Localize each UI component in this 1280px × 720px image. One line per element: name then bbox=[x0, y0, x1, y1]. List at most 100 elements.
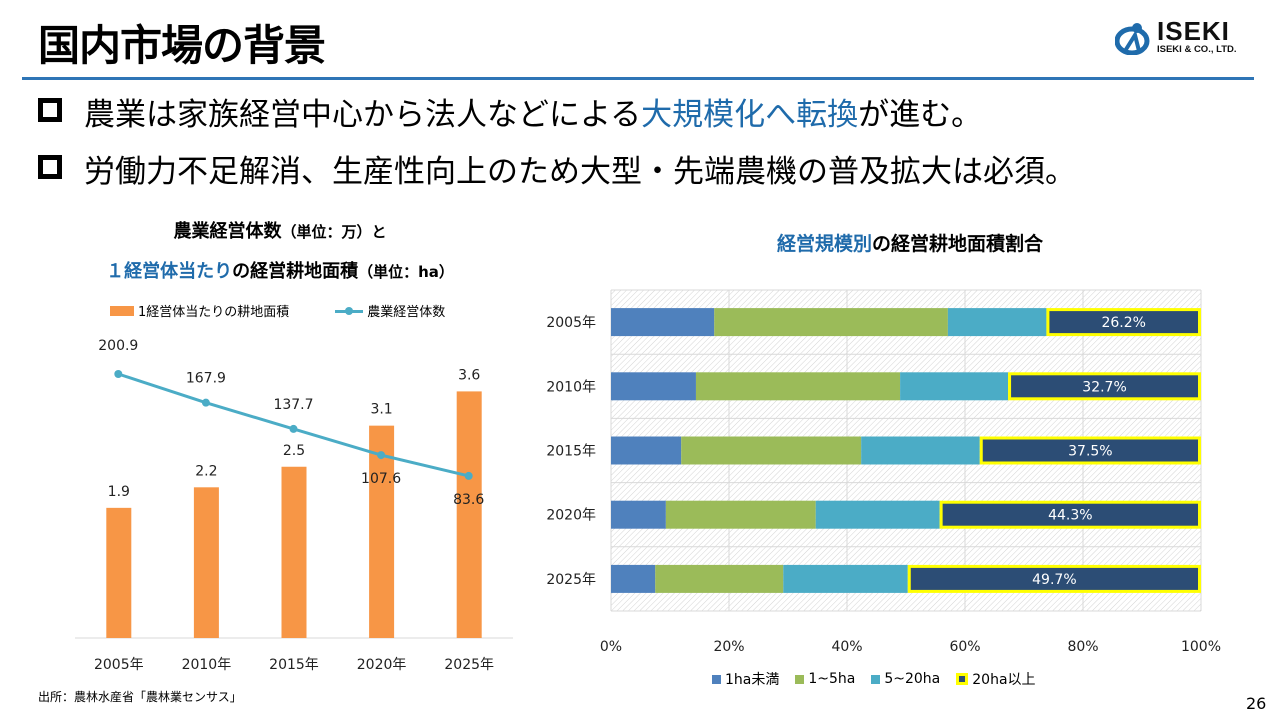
company-logo: ISEKI ISEKI & CO., LTD. bbox=[1115, 16, 1255, 58]
legend-swatch bbox=[871, 674, 881, 684]
title-highlight: １経営体当たり bbox=[106, 261, 233, 282]
bar-segment bbox=[681, 436, 862, 465]
line-point bbox=[377, 451, 386, 460]
x-tick-label: 2010年 bbox=[182, 657, 232, 673]
legend-item: 1ha未満 bbox=[712, 669, 779, 689]
title-highlight: 経営規模別 bbox=[776, 233, 872, 255]
bar-segment-20ha-plus bbox=[1008, 372, 1201, 401]
bar-segment-20ha-plus bbox=[907, 564, 1202, 593]
legend-bar-swatch bbox=[110, 305, 134, 316]
legend-item: 1~5ha bbox=[795, 671, 855, 687]
bullet-text: 労働力不足解消、生産性向上のため大型・先端農機の普及拡大は必須。 bbox=[84, 154, 1076, 190]
legend-label: 1~5ha bbox=[808, 671, 856, 687]
bullet-highlight: 大規模化へ転換 bbox=[641, 97, 859, 133]
bar-segment bbox=[714, 308, 948, 337]
bullet-item: 農業は家族経営中心から法人などによる大規模化へ転換が進む。 bbox=[38, 95, 982, 135]
line-point bbox=[464, 471, 473, 480]
square-bullet-icon bbox=[38, 155, 62, 179]
y-tick-label: 2015年 bbox=[546, 444, 596, 460]
bar-segment bbox=[611, 372, 696, 401]
legend-item: 5~20ha bbox=[871, 671, 940, 687]
title-text: の経営耕地面積 bbox=[232, 261, 359, 282]
logo-subtitle: ISEKI & CO., LTD. bbox=[1157, 44, 1237, 55]
x-tick-label: 20% bbox=[713, 639, 744, 655]
line-data-label: 167.9 bbox=[186, 371, 226, 387]
bar-data-label: 1.9 bbox=[108, 484, 130, 500]
bullet-text-end: が進む。 bbox=[858, 97, 983, 133]
right-chart-legend: 1ha未満 1~5ha 5~20ha 20ha以上 bbox=[712, 669, 1052, 689]
x-tick-label: 2015年 bbox=[269, 657, 319, 673]
bar-segment bbox=[947, 308, 1047, 337]
legend-swatch bbox=[795, 674, 805, 684]
bar-segment bbox=[611, 564, 656, 593]
x-tick-label: 2025年 bbox=[444, 657, 494, 673]
left-chart-legend: 1経営体当たりの耕地面積 農業経営体数 bbox=[110, 301, 445, 320]
left-chart-title-line2: １経営体当たりの経営耕地面積（単位：ha） bbox=[40, 257, 520, 283]
segment-data-label: 37.5% bbox=[1068, 444, 1112, 460]
segment-data-label: 49.7% bbox=[1032, 572, 1076, 588]
title-divider bbox=[22, 77, 1254, 80]
line-data-label: 83.6 bbox=[453, 492, 484, 508]
logo-name: ISEKI bbox=[1157, 16, 1230, 46]
title-unit: （単位：万）と bbox=[281, 223, 387, 241]
legend-label: 20ha以上 bbox=[972, 672, 1036, 688]
bar-segment-20ha-plus bbox=[979, 436, 1201, 465]
y-tick-label: 2025年 bbox=[546, 572, 596, 588]
segment-data-label: 26.2% bbox=[1101, 315, 1145, 331]
segment-data-label: 44.3% bbox=[1048, 508, 1092, 524]
x-tick-label: 80% bbox=[1067, 639, 1098, 655]
legend-swatch bbox=[956, 673, 969, 685]
x-tick-label: 40% bbox=[831, 639, 862, 655]
x-tick-label: 60% bbox=[949, 639, 980, 655]
bar-segment bbox=[815, 500, 940, 529]
bar bbox=[281, 466, 307, 638]
x-tick-label: 0% bbox=[600, 639, 622, 655]
bar-segment-20ha-plus bbox=[939, 500, 1201, 529]
legend-line-swatch bbox=[335, 306, 364, 316]
line-point bbox=[114, 370, 123, 378]
x-tick-label: 2020年 bbox=[357, 657, 407, 673]
bar-segment bbox=[655, 564, 784, 593]
bullet-text: 農業は家族経営中心から法人などによる bbox=[84, 97, 642, 133]
page-number: 26 bbox=[1246, 694, 1267, 713]
line-point bbox=[201, 398, 210, 407]
bar-segment bbox=[665, 500, 816, 529]
legend-label: 1ha未満 bbox=[725, 672, 780, 688]
bar-segment bbox=[611, 500, 666, 529]
bar-segment bbox=[861, 436, 980, 465]
bar-segment bbox=[611, 436, 682, 465]
y-tick-label: 2010年 bbox=[546, 379, 596, 395]
segment-data-label: 32.7% bbox=[1082, 379, 1126, 395]
bar-segment bbox=[695, 372, 901, 401]
legend-label: 5~20ha bbox=[884, 671, 941, 687]
page-title: 国内市場の背景 bbox=[38, 21, 326, 70]
bullet-item: 労働力不足解消、生産性向上のため大型・先端農機の普及拡大は必須。 bbox=[38, 152, 1076, 192]
bar-segment bbox=[611, 308, 715, 337]
bar-data-label: 2.5 bbox=[283, 443, 305, 459]
bar bbox=[456, 391, 482, 638]
iseki-logo-mark-icon bbox=[1115, 23, 1150, 55]
title-text: の経営耕地面積割合 bbox=[872, 233, 1044, 255]
bar bbox=[193, 487, 219, 638]
y-tick-label: 2020年 bbox=[546, 508, 596, 524]
bar-segment bbox=[900, 372, 1009, 401]
line-data-label: 107.6 bbox=[361, 471, 401, 487]
x-tick-label: 2005年 bbox=[94, 657, 144, 673]
line-point bbox=[289, 424, 298, 433]
left-chart-title-line1: 農業経営体数（単位：万）と bbox=[40, 217, 520, 243]
right-chart-title: 経営規模別の経営耕地面積割合 bbox=[600, 229, 1220, 256]
legend-item: 20ha以上 bbox=[956, 669, 1036, 689]
bar bbox=[106, 507, 132, 638]
square-bullet-icon bbox=[38, 98, 62, 122]
legend-label-line: 農業経営体数 bbox=[367, 305, 446, 320]
bar-data-label: 2.2 bbox=[195, 463, 217, 479]
line-data-label: 137.7 bbox=[273, 397, 313, 413]
x-tick-label: 100% bbox=[1181, 639, 1221, 655]
bar-data-label: 3.1 bbox=[370, 402, 392, 418]
title-text: 農業経営体数 bbox=[173, 221, 282, 242]
bar-segment-20ha-plus bbox=[1046, 308, 1202, 337]
title-unit: （単位：ha） bbox=[358, 263, 454, 281]
source-note: 出所：農林水産省「農林業センサス」 bbox=[38, 690, 242, 704]
